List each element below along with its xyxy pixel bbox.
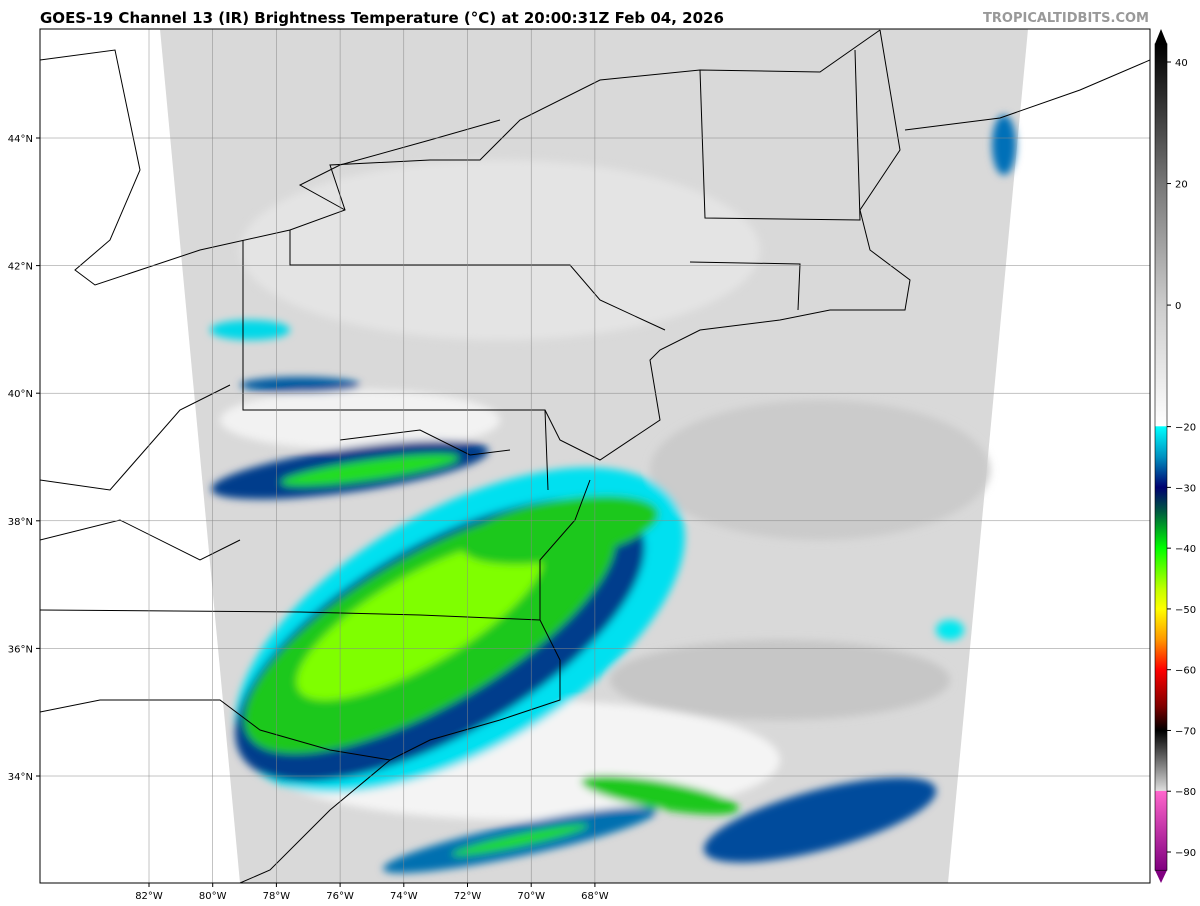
colorbar-ticks: 40 20 0 −20 −30 −40 −50 −60 −70 −80 −90 (1154, 43, 1196, 871)
colorbar-tick-label: 20 (1175, 180, 1188, 191)
lon-tick-label: 76°W (326, 891, 354, 902)
lon-tick-label: 74°W (390, 891, 418, 902)
colorbar-tick-label: −90 (1175, 848, 1196, 859)
colorbar-tick-label: 0 (1175, 301, 1181, 312)
cloud-field (210, 115, 1016, 874)
lon-tick-label: 72°W (454, 891, 482, 902)
colorbar-max-arrow (1155, 29, 1167, 44)
colorbar-tick-label: 40 (1175, 58, 1188, 69)
lon-tick-label: 78°W (263, 891, 291, 902)
map-title: GOES-19 Channel 13 (IR) Brightness Tempe… (40, 9, 724, 27)
lat-tick-label: 42°N (8, 262, 33, 273)
colorbar: 40 20 0 −20 −30 −40 −50 −60 −70 −80 −90 (1154, 29, 1196, 883)
lon-tick-label: 82°W (135, 891, 163, 902)
lat-tick-label: 44°N (8, 134, 33, 145)
lon-tick-label: 70°W (517, 891, 545, 902)
source-credit: TROPICALTIDBITS.COM (983, 11, 1149, 26)
lon-tick-label: 68°W (581, 891, 609, 902)
colorbar-tick-label: −60 (1175, 666, 1196, 677)
lat-tick-label: 38°N (8, 517, 33, 528)
colorbar-tick-label: −50 (1175, 605, 1196, 616)
map-area (40, 29, 1150, 883)
colorbar-tick-label: −30 (1175, 483, 1196, 494)
graticule (40, 29, 1150, 883)
colorbar-min-arrow (1155, 870, 1167, 883)
colorbar-tick-label: −70 (1175, 726, 1196, 737)
colorbar-tick-label: −80 (1175, 787, 1196, 798)
colorbar-tick-label: −20 (1175, 423, 1196, 434)
colorbar-tick-label: −40 (1175, 544, 1196, 555)
lat-tick-label: 34°N (8, 772, 33, 783)
lat-tick-label: 40°N (8, 389, 33, 400)
latitude-labels: 44°N 42°N 40°N 38°N 36°N 34°N (8, 134, 40, 783)
lon-tick-label: 80°W (199, 891, 227, 902)
lat-tick-label: 36°N (8, 644, 33, 655)
colorbar-outline (1154, 43, 1168, 871)
longitude-labels: 82°W 80°W 78°W 76°W 74°W 72°W 70°W 68°W (135, 883, 609, 902)
coastlines-borders (40, 29, 1150, 883)
colorbar-body (1155, 43, 1167, 871)
